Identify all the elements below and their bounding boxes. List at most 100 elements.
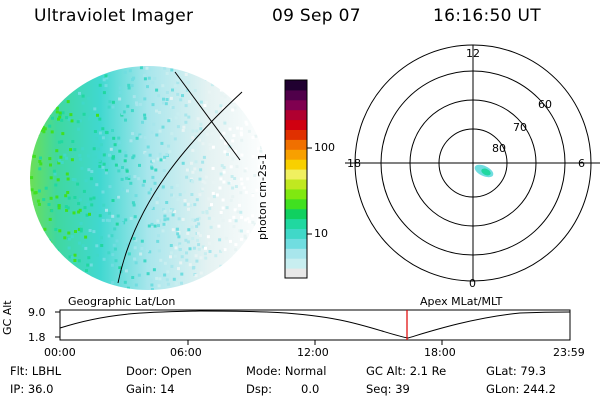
speckle	[77, 202, 81, 206]
speckle	[169, 244, 173, 247]
speckle	[51, 70, 55, 74]
speckle	[86, 203, 90, 207]
speckle	[204, 100, 208, 104]
speckle	[101, 136, 105, 140]
speckle	[124, 269, 128, 273]
speckle	[201, 160, 205, 164]
speckle	[67, 237, 71, 241]
speckle	[101, 165, 105, 169]
speckle	[95, 244, 99, 248]
speckle	[101, 190, 105, 194]
terminator-line-upper	[174, 71, 241, 161]
speckle	[178, 279, 182, 283]
speckle	[229, 239, 232, 243]
speckle	[90, 170, 94, 173]
status-ip: IP: 36.0	[10, 382, 54, 396]
speckle	[57, 73, 61, 77]
speckle	[146, 272, 150, 276]
speckle	[129, 216, 133, 220]
status-glon: GLon: 244.2	[486, 382, 556, 396]
speckle	[117, 162, 121, 166]
speckle	[149, 187, 152, 191]
speckle	[213, 223, 217, 227]
speckle	[229, 273, 233, 277]
speckle	[226, 263, 230, 267]
speckle	[65, 156, 69, 160]
speckle	[124, 218, 128, 222]
speckle	[107, 251, 111, 255]
speckle	[58, 113, 62, 117]
speckle	[30, 154, 34, 158]
speckle	[156, 219, 160, 223]
speckle	[177, 267, 180, 271]
speckle	[57, 204, 60, 208]
speckle	[219, 172, 223, 176]
speckle	[64, 194, 68, 198]
speckle	[153, 181, 157, 185]
speckle	[49, 209, 53, 212]
speckle	[80, 74, 84, 78]
speckle	[169, 255, 172, 259]
speckle	[210, 83, 214, 87]
speckle	[155, 109, 158, 113]
speckle	[219, 264, 223, 268]
speckle	[104, 66, 108, 70]
speckle	[208, 147, 212, 151]
speckle	[263, 272, 266, 276]
speckle	[120, 177, 124, 181]
speckle	[170, 208, 174, 212]
speckle	[188, 100, 192, 104]
speckle	[79, 222, 83, 225]
speckle	[186, 202, 190, 206]
speckle	[225, 86, 229, 90]
speckle	[118, 266, 122, 270]
speckle	[174, 116, 178, 120]
speckle	[222, 87, 226, 91]
speckle	[244, 167, 248, 171]
speckle	[152, 268, 156, 272]
speckle	[92, 143, 96, 147]
speckle	[179, 225, 183, 229]
speckle	[207, 241, 211, 245]
speckle	[194, 274, 198, 278]
speckle	[118, 91, 122, 95]
speckle	[220, 93, 224, 97]
speckle	[132, 95, 136, 99]
speckle	[125, 169, 129, 173]
speckle	[132, 154, 136, 158]
speckle	[181, 243, 185, 247]
speckle	[161, 185, 165, 189]
speckle	[64, 269, 68, 273]
speckle	[49, 88, 53, 92]
speckle	[171, 194, 175, 198]
speckle	[235, 280, 239, 284]
timeline-x-label-1800: 18:00	[424, 346, 456, 359]
speckle	[139, 66, 143, 70]
speckle	[101, 218, 105, 222]
speckle	[133, 175, 137, 179]
speckle	[130, 84, 134, 88]
speckle	[264, 74, 266, 78]
speckle	[47, 239, 51, 243]
speckle	[32, 285, 36, 289]
colorbar-swatch	[285, 208, 307, 220]
colorbar-swatch	[285, 238, 307, 249]
speckle	[234, 243, 238, 247]
speckle	[30, 188, 34, 192]
speckle	[118, 86, 122, 90]
speckle	[178, 244, 182, 248]
speckle	[88, 229, 92, 232]
colorbar-swatch	[285, 80, 307, 91]
speckle	[44, 267, 48, 270]
speckle	[196, 117, 200, 121]
speckle	[237, 97, 241, 101]
speckle	[116, 214, 120, 218]
speckle	[262, 247, 266, 251]
speckle	[66, 191, 70, 194]
colorbar-swatch	[285, 89, 307, 101]
speckle	[42, 238, 46, 242]
speckle	[177, 223, 181, 227]
speckle	[223, 248, 227, 252]
speckle	[171, 228, 175, 232]
